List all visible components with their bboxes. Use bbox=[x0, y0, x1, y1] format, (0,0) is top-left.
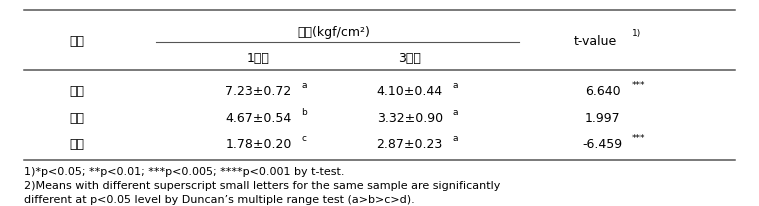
Text: 옥영: 옥영 bbox=[70, 85, 84, 98]
Text: 3개월: 3개월 bbox=[398, 52, 421, 64]
Text: different at p<0.05 level by Duncan’s multiple range test (a>b>c>d).: different at p<0.05 level by Duncan’s mu… bbox=[24, 194, 415, 204]
Text: 천매: 천매 bbox=[70, 111, 84, 124]
Text: a: a bbox=[452, 133, 458, 142]
Text: 품종: 품종 bbox=[70, 34, 84, 47]
Text: 2.87±0.23: 2.87±0.23 bbox=[376, 137, 442, 150]
Text: 1개월: 1개월 bbox=[247, 52, 270, 64]
Text: -6.459: -6.459 bbox=[582, 137, 622, 150]
Text: 1)*p<0.05; **p<0.01; ***p<0.005; ****p<0.001 by t-test.: 1)*p<0.05; **p<0.01; ***p<0.005; ****p<0… bbox=[24, 166, 345, 176]
Text: 2)Means with different superscript small letters for the same sample are signifi: 2)Means with different superscript small… bbox=[24, 180, 500, 190]
Text: 1): 1) bbox=[632, 29, 641, 38]
Text: b: b bbox=[301, 107, 307, 116]
Text: a: a bbox=[452, 107, 458, 116]
Text: 4.67±0.54: 4.67±0.54 bbox=[225, 111, 291, 124]
Text: ***: *** bbox=[632, 133, 646, 142]
Text: 7.23±0.72: 7.23±0.72 bbox=[225, 85, 291, 98]
Text: 3.32±0.90: 3.32±0.90 bbox=[376, 111, 442, 124]
Text: ***: *** bbox=[632, 81, 646, 90]
Text: 1.997: 1.997 bbox=[584, 111, 620, 124]
Text: 6.640: 6.640 bbox=[584, 85, 620, 98]
Text: a: a bbox=[452, 81, 458, 90]
Text: c: c bbox=[301, 133, 307, 142]
Text: 1.78±0.20: 1.78±0.20 bbox=[225, 137, 291, 150]
Text: 4.10±0.44: 4.10±0.44 bbox=[376, 85, 442, 98]
Text: 낙고: 낙고 bbox=[70, 137, 84, 150]
Text: t-value: t-value bbox=[573, 34, 616, 47]
Text: 경도(kgf/cm²): 경도(kgf/cm²) bbox=[298, 26, 370, 39]
Text: a: a bbox=[301, 81, 307, 90]
